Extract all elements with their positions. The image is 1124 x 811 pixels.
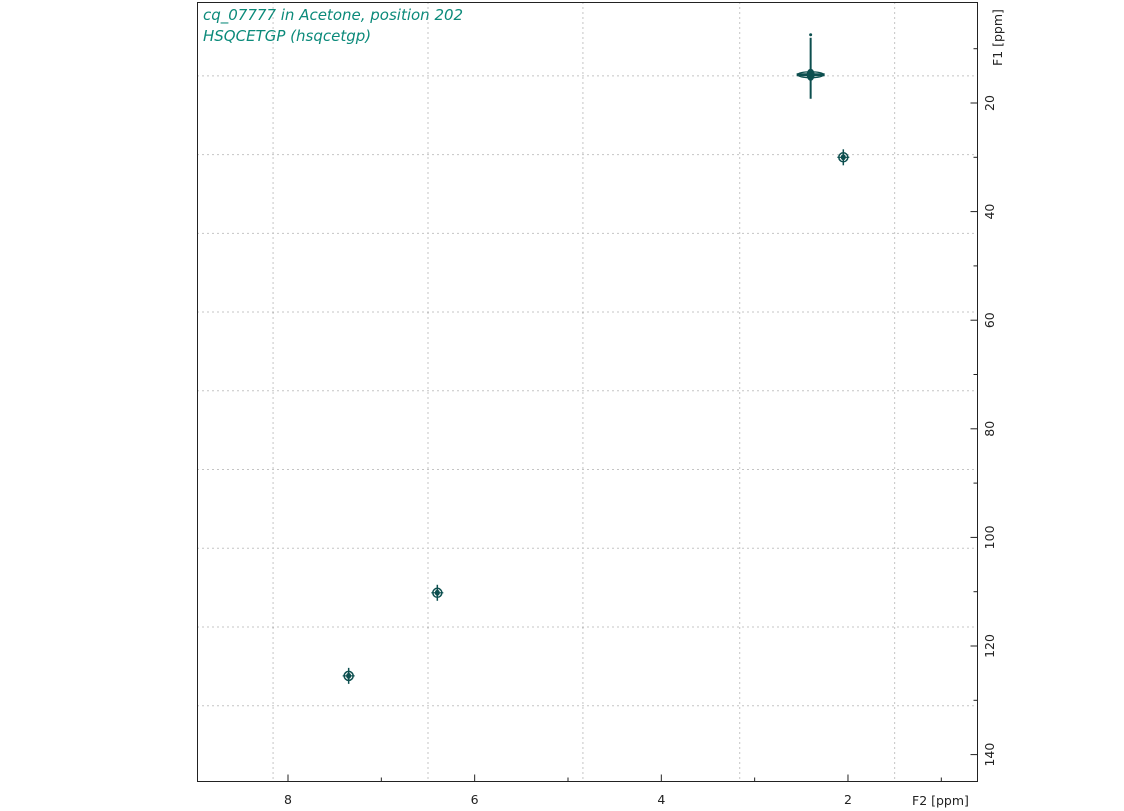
peak-contour — [342, 667, 355, 684]
y-tick-label: 60 — [982, 312, 997, 328]
chart-subtitle: HSQCETGP (hsqcetgp) — [203, 27, 372, 45]
chart-title: cq_07777 in Acetone, position 202 — [203, 6, 464, 24]
peak-contour — [431, 584, 444, 601]
y-tick-label: 100 — [982, 525, 997, 549]
peak-contour — [837, 149, 850, 166]
y-axis-label: F1 [ppm] — [990, 9, 1005, 66]
y-tick-label: 140 — [982, 743, 997, 767]
x-tick-label: 8 — [284, 792, 292, 807]
x-tick-label: 6 — [471, 792, 479, 807]
peak-contour-dot — [809, 33, 813, 37]
x-tick-label: 4 — [657, 792, 665, 807]
peak-layer — [342, 33, 850, 684]
x-tick-label: 2 — [844, 792, 852, 807]
peak-contour — [796, 33, 825, 99]
y-tick-label: 20 — [982, 95, 997, 111]
tick-layer: 8 6 4 2 20 40 60 80 100 120 140 — [284, 48, 997, 807]
y-tick-label: 120 — [982, 634, 997, 658]
x-axis-label: F2 [ppm] — [912, 793, 969, 808]
grid-layer — [197, 2, 978, 782]
y-tick-label: 80 — [982, 421, 997, 437]
peak-contour-core — [806, 68, 815, 81]
plot-frame — [197, 2, 978, 782]
y-tick-label: 40 — [982, 204, 997, 220]
